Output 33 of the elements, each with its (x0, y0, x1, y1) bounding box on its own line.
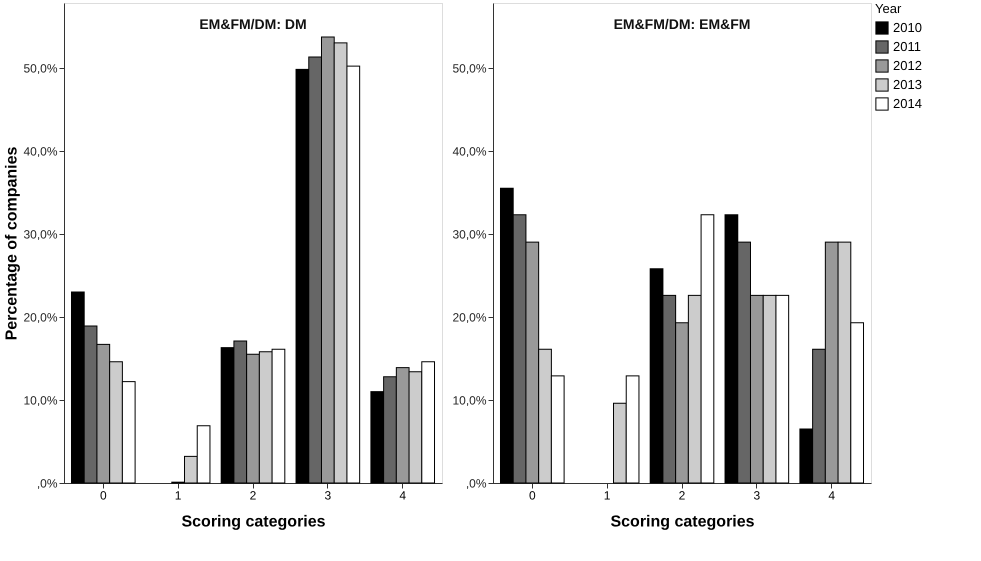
x-tick-label: 2 (678, 488, 686, 502)
y-tick-label: 50,0% (452, 61, 487, 76)
x-tick-label: 2 (250, 488, 257, 502)
x-axis-title: Scoring categories (610, 514, 755, 530)
y-tick-label: 10,0% (452, 393, 487, 408)
legend-label: 2011 (893, 39, 921, 54)
x-tick-label: 0 (100, 488, 107, 502)
y-tick-label: 30,0% (23, 227, 58, 242)
x-axis-title: Scoring categories (181, 514, 326, 530)
y-tick-label: 10,0% (23, 393, 58, 408)
legend-label: 2010 (893, 20, 922, 35)
y-axis-title: Percentage of companies (3, 146, 20, 340)
y-tick-label: 30,0% (452, 227, 487, 242)
text: EM&FM/DM: DM (199, 16, 307, 32)
x-tick-label: 3 (754, 488, 761, 502)
y-tick-label: 20,0% (23, 310, 58, 324)
x-tick-label: 3 (324, 488, 332, 502)
y-tick-label: 40,0% (23, 144, 58, 158)
y-tick-label: 50,0% (23, 61, 58, 76)
x-tick-label: 0 (528, 488, 536, 502)
text: EM&FM/DM: EM&FM (614, 16, 750, 32)
legend-title: Year (875, 1, 902, 16)
y-tick-label: ,0% (36, 476, 58, 490)
x-tick-label: 1 (604, 488, 611, 502)
legend-label: 2012 (893, 58, 922, 73)
legend-label: 2014 (893, 96, 922, 111)
y-tick-label: ,0% (466, 476, 487, 490)
legend-label: 2013 (893, 77, 922, 92)
x-tick-label: 4 (399, 488, 406, 502)
y-tick-label: 40,0% (452, 144, 487, 158)
x-tick-label: 4 (828, 488, 836, 502)
x-tick-label: 1 (174, 488, 182, 502)
y-tick-label: 20,0% (452, 310, 487, 324)
